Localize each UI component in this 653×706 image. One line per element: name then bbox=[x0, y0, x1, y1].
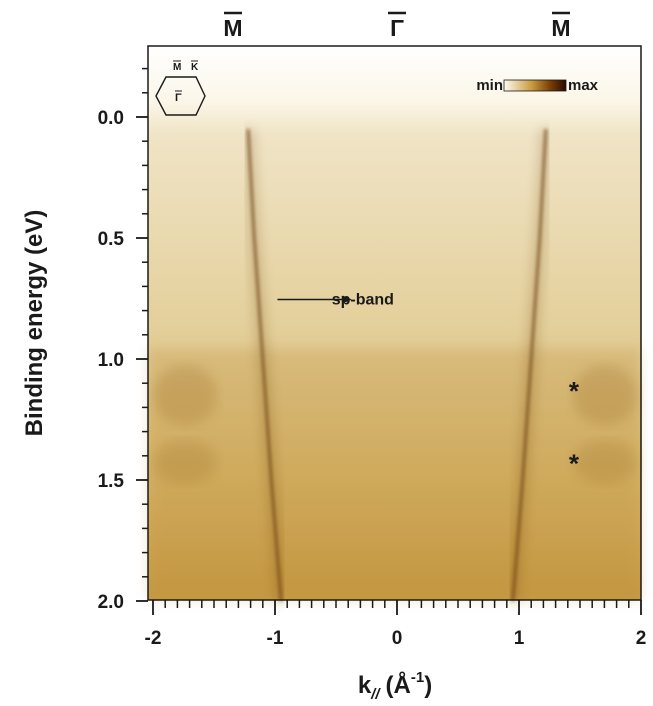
x-tick-labels: -2 -1 0 1 2 bbox=[145, 628, 647, 649]
colorbar-gradient bbox=[503, 79, 567, 92]
x-tick-label: 0 bbox=[392, 628, 403, 649]
top-label: M bbox=[223, 15, 242, 41]
inset-label-k: K bbox=[191, 62, 199, 73]
colorbar-max-label: max bbox=[568, 77, 599, 94]
top-label: M bbox=[551, 15, 570, 41]
inset-label-m: M bbox=[173, 62, 181, 73]
asterisk-marker: * bbox=[569, 449, 580, 479]
hexagon-icon bbox=[155, 76, 206, 116]
y-tick-label: 1.0 bbox=[98, 350, 124, 371]
right-intensity-lobe-2 bbox=[573, 440, 637, 484]
x-minor-ticks bbox=[164, 600, 630, 608]
brillouin-zone-inset: M K Γ bbox=[155, 60, 206, 116]
x-tick-label: 1 bbox=[514, 628, 525, 649]
y-tick-label: 2.0 bbox=[98, 592, 124, 613]
annotations: sp-band * * bbox=[332, 292, 580, 479]
y-tick-label: 1.5 bbox=[98, 471, 125, 492]
y-tick-label: 0.0 bbox=[98, 108, 124, 129]
band-line-right bbox=[511, 129, 548, 602]
x-tick-label: -1 bbox=[267, 628, 284, 649]
x-tick-label: -2 bbox=[145, 628, 162, 649]
lower-intensity-region bbox=[148, 348, 641, 600]
x-axis-label: k// (Å-1) bbox=[358, 669, 432, 703]
asterisk-marker: * bbox=[569, 376, 580, 406]
x-axis-label-unit-close: ) bbox=[424, 672, 432, 699]
y-major-ticks bbox=[136, 116, 148, 602]
colorbar-min-label: min bbox=[476, 77, 503, 94]
colorbar: min max bbox=[476, 77, 598, 94]
y-minor-ticks bbox=[142, 67, 148, 578]
x-major-ticks bbox=[152, 600, 642, 615]
plot-frame bbox=[147, 45, 642, 601]
top-label: Γ bbox=[390, 15, 404, 41]
left-intensity-lobe-2 bbox=[153, 440, 217, 484]
y-tick-label: 0.5 bbox=[98, 229, 125, 250]
x-axis-label-k: k bbox=[358, 672, 372, 699]
sp-band-curves bbox=[243, 128, 551, 602]
left-intensity-lobe-1 bbox=[153, 365, 217, 425]
x-axis-label-unit: (Å bbox=[386, 671, 411, 699]
sp-band-label: sp-band bbox=[332, 292, 394, 309]
x-axis-label-unit-sup: -1 bbox=[411, 669, 424, 686]
y-axis-label: Binding energy (eV) bbox=[21, 210, 48, 437]
band-line-left bbox=[246, 129, 283, 602]
y-tick-labels: 0.0 0.5 1.0 1.5 2.0 bbox=[98, 108, 125, 613]
x-axis-label-sub: // bbox=[370, 686, 381, 703]
right-intensity-lobe-1 bbox=[573, 365, 637, 425]
inset-label-gamma: Γ bbox=[175, 92, 182, 104]
x-tick-label: 2 bbox=[636, 628, 647, 649]
